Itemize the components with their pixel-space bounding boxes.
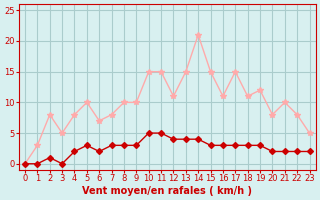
X-axis label: Vent moyen/en rafales ( km/h ): Vent moyen/en rafales ( km/h ) [82, 186, 252, 196]
